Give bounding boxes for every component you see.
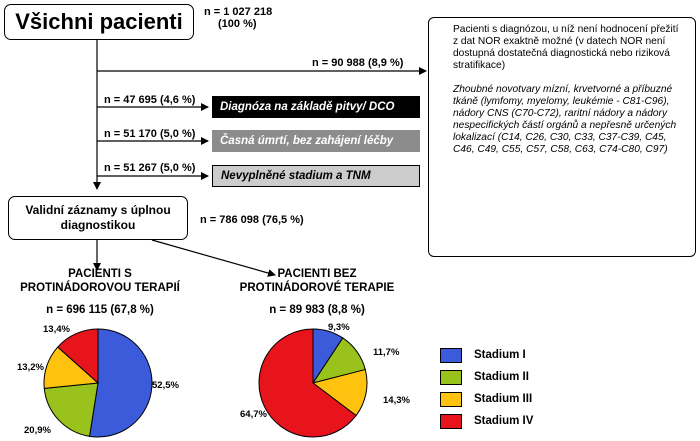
valid-records-line2: diagnostikou [60,218,136,232]
legend-swatch-stage-3 [440,392,462,407]
exclusion-label-missing-stage-text: Nevyplněné stadium a TNM [221,170,371,182]
legend-swatch-stage-4 [440,414,462,429]
legend-label-stage-1: Stadium I [474,349,526,361]
exclusion-label-autopsy-text: Diagnóza na základě pitvy/ DCO [220,101,395,113]
pie-with-therapy-slice-stage-4 [57,328,99,385]
pie-with-therapy-slice-stage-1 [88,328,153,438]
pie-without-therapy-slice-stage-4 [258,328,357,438]
legend-label-stage-3: Stadium III [474,393,533,405]
group-without-therapy-count: n = 89 983 (8,8 %) [269,304,365,316]
group-without-therapy-line2: PROTINÁDOROVÉ TERAPIE [239,282,395,294]
all-patients-count: n = 1 027 218 (100 %) [204,6,272,30]
group-without-therapy-line1: PACIENTI BEZ [277,268,357,280]
group-with-therapy-heading: PACIENTI S PROTINÁDOROVOU TERAPIÍ n = 69… [15,267,185,317]
legend-swatch-stage-2 [440,370,462,385]
pie-with-therapy-slice-stage-2 [43,382,99,437]
legend-swatch-stage-1 [440,348,462,363]
excluded-note-paragraph-1: Pacienti s diagnózou, u níž není hodnoce… [453,24,679,71]
pie-with-therapy-label-4: 13,4% [43,324,70,335]
pie-without-therapy-label-3: 14,3% [383,395,410,406]
pie-with-therapy-label-2: 20,9% [24,425,51,436]
pie-with-therapy [43,328,153,438]
all-patients-title: Všichni pacienti [15,9,183,34]
exclusion-count-2: n = 51 170 (5,0 %) [104,128,196,140]
all-patients-box: Všichni pacienti [4,4,194,40]
exclusion-label-early-death: Časná úmrtí, bez zahájení léčby [212,130,420,152]
exclusion-label-early-death-text: Časná úmrtí, bez zahájení léčby [220,135,394,147]
right-group-line [151,239,276,277]
all-patients-count-value: n = 1 027 218 [204,6,273,18]
pie-without-therapy-label-1: 9,3% [328,322,350,333]
valid-records-count: n = 786 098 (76,5 %) [200,214,304,226]
exclusion-count-1: n = 47 695 (4,6 %) [104,94,196,106]
group-with-therapy-count: n = 696 115 (67,8 %) [46,304,154,316]
all-patients-count-pct: (100 %) [218,18,257,30]
excluded-count: n = 90 988 (8,9 %) [312,57,404,69]
legend: Stadium I Stadium II Stadium III Stadium… [440,348,580,436]
pie-without-therapy-label-2: 11,7% [373,347,400,358]
exclusion-label-missing-stage: Nevyplněné stadium a TNM [212,165,420,187]
pie-with-therapy-label-1: 52,5% [152,380,179,391]
legend-label-stage-4: Stadium IV [474,415,534,427]
group-without-therapy-heading: PACIENTI BEZ PROTINÁDOROVÉ TERAPIE n = 8… [222,267,412,317]
exclusion-count-3: n = 51 267 (5,0 %) [104,162,196,174]
excluded-note-box: Pacienti s diagnózou, u níž není hodnoce… [428,17,696,257]
group-with-therapy-line2: PROTINÁDOROVOU TERAPIÍ [20,282,180,294]
pie-with-therapy-label-3: 13,2% [17,362,44,373]
excluded-note-paragraph-2: Zhoubné novotvary mízní, krvetvorné a př… [453,84,677,155]
legend-label-stage-2: Stadium II [474,371,529,383]
exclusion-label-autopsy: Diagnóza na základě pitvy/ DCO [212,96,420,118]
valid-records-line1: Validní záznamy s úplnou [25,203,171,217]
pie-without-therapy [258,328,368,438]
pie-without-therapy-label-4: 64,7% [240,409,267,420]
group-with-therapy-line1: PACIENTI S [68,268,132,280]
valid-records-box: Validní záznamy s úplnou diagnostikou [8,196,188,240]
